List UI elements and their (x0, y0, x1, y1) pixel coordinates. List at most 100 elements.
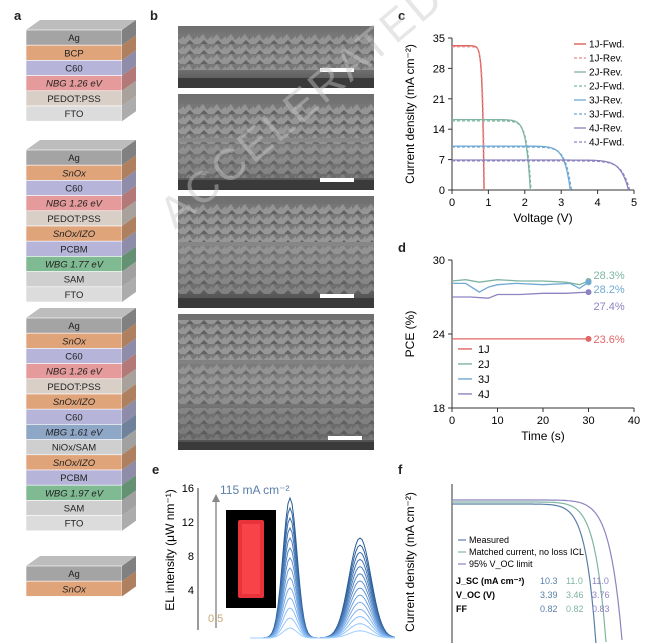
stack-layer-label: SAM (64, 275, 85, 286)
stack-layer-side (122, 460, 136, 486)
d-y-tick-label: 18 (433, 403, 445, 415)
f-table-jsc-label: J_SC (mA cm⁻²) (456, 576, 524, 586)
f-table-ff-3: 0.83 (592, 604, 610, 614)
stack-layer-side (122, 505, 136, 531)
f-table: J_SC (mA cm⁻²) 10.3 11.0 11.0 V_OC (V) 3… (456, 576, 610, 614)
f-curves (452, 499, 623, 643)
c-series-2j-rev (452, 118, 531, 191)
el-peak-curve (319, 537, 395, 639)
el-ylabel: EL intensity (μW nm⁻¹) (163, 489, 177, 611)
c-x-tick-label: 5 (631, 197, 637, 209)
stack-layer-side (122, 308, 136, 334)
stack-layer-label: C60 (65, 412, 82, 423)
stack-layer-label: NBG 1.26 eV (46, 199, 104, 210)
stack-layer-label: SnOx/IZO (53, 397, 96, 408)
el-photo (226, 510, 276, 608)
c-x-tick-label: 4 (595, 197, 601, 209)
stack-layer-label: NBG 1.26 eV (46, 79, 104, 90)
stack-layer-side (122, 35, 136, 61)
stack-layer-label: C60 (65, 352, 82, 363)
f-table-voc-label: V_OC (V) (456, 590, 495, 600)
d-y-label: PCE (%) (403, 311, 417, 358)
f-table-jsc-1: 10.3 (540, 576, 558, 586)
d-legend-label: 3J (478, 374, 490, 386)
scale-bar (328, 436, 362, 440)
simulated-jv-panel: Current density (mA cm⁻²) Measured Match… (403, 484, 623, 643)
stack-layer-side (122, 414, 136, 440)
stack-layer-label: FTO (65, 519, 84, 530)
d-x-tick-label: 20 (537, 415, 549, 427)
d-end-label: 28.3% (594, 270, 625, 282)
device-stack-schematic: Ag BCP C60 NBG 1.26 eV PEDOT:PSS FTO Ag SnOx C60… (25, 20, 136, 597)
stack-top-face (26, 20, 136, 30)
stack-layer-side (122, 20, 136, 46)
f-legend: Measured Matched current, no loss ICL 95… (458, 535, 584, 569)
c-x-tick-label: 0 (449, 197, 455, 209)
stack-layer-label: C60 (65, 64, 82, 75)
c-legend-label: 2J-Rev. (589, 68, 623, 79)
f-table-jsc-3: 11.0 (592, 576, 609, 586)
el-peak-curve (319, 551, 395, 639)
c-series-4j-fwd (452, 160, 631, 191)
d-end-label: 28.2% (594, 284, 625, 296)
d-series-endpoint (585, 279, 592, 286)
d-y-tick-label: 24 (433, 329, 445, 341)
sem-image-2j (178, 94, 374, 190)
c-series-1j-rev (452, 46, 486, 191)
c-legend-label: 3J-Fwd. (589, 110, 625, 121)
d-end-label: 27.4% (594, 301, 625, 313)
device-stack-4: Ag SnOx (25, 556, 136, 597)
stack-layer-side (122, 96, 136, 122)
d-x-tick-label: 30 (582, 415, 594, 427)
stack-layer-side (122, 368, 136, 394)
stack-layer-side (122, 80, 136, 106)
stack-layer-side (122, 444, 136, 470)
panel-b-letter: b (150, 8, 158, 23)
sem-image-1j (178, 26, 374, 88)
d-series-4j (452, 291, 589, 299)
d-x-tick-label: 10 (491, 415, 503, 427)
d-legend-label: 2J (478, 359, 490, 371)
el-spectra-peaks (250, 496, 395, 639)
c-series-4j-rev (452, 159, 630, 191)
stack-layer-side (122, 50, 136, 76)
stack-layer-label: Ag (68, 153, 80, 164)
stack-top-face (26, 556, 136, 566)
f-table-ff-1: 0.82 (540, 604, 558, 614)
f-ylabel: Current density (mA cm⁻²) (403, 492, 417, 632)
c-legend-label: 2J-Fwd. (589, 82, 625, 93)
sem-cross-sections (178, 26, 374, 450)
stack-layer-label: PEDOT:PSS (47, 94, 100, 105)
c-y-tick-label: 14 (433, 124, 445, 136)
stack-layer-label: SnOx (62, 168, 87, 179)
stack-layer-side (122, 399, 136, 425)
c-x-label: Voltage (V) (513, 211, 572, 225)
d-x-tick-label: 40 (628, 415, 640, 427)
f-curve (452, 503, 597, 643)
d-x-label: Time (s) (521, 429, 565, 443)
stack-layer-label: FTO (65, 290, 84, 301)
stack-layer-side (122, 338, 136, 364)
stack-layer-side (122, 185, 136, 211)
c-y-tick-label: 0 (439, 185, 445, 197)
c-x-tick-label: 3 (558, 197, 564, 209)
f-table-voc-2: 3.46 (566, 590, 584, 600)
c-series-3j-rev (452, 145, 571, 191)
stack-layer-label: FTO (65, 109, 84, 120)
stack-layer-side (122, 216, 136, 242)
d-x-tick-label: 0 (449, 415, 455, 427)
el-peak-curve (250, 627, 330, 639)
current-density-top: 115 mA cm⁻² (220, 483, 289, 497)
el-peak-curve (319, 558, 395, 639)
c-series-3j-fwd (452, 146, 573, 191)
stack-layer-side (122, 429, 136, 455)
f-legend-measured: Measured (469, 535, 509, 545)
stack-layer-label: PCBM (60, 473, 88, 484)
stack-layer-label: SnOx (62, 584, 87, 595)
stack-layer-label: MBG 1.61 eV (45, 428, 104, 439)
stack-layer-side (122, 231, 136, 257)
stack-layer-side (122, 490, 136, 516)
f-table-ff-label: FF (456, 604, 467, 614)
c-y-tick-label: 7 (439, 155, 445, 167)
stack-layer-label: SnOx/IZO (53, 229, 96, 240)
